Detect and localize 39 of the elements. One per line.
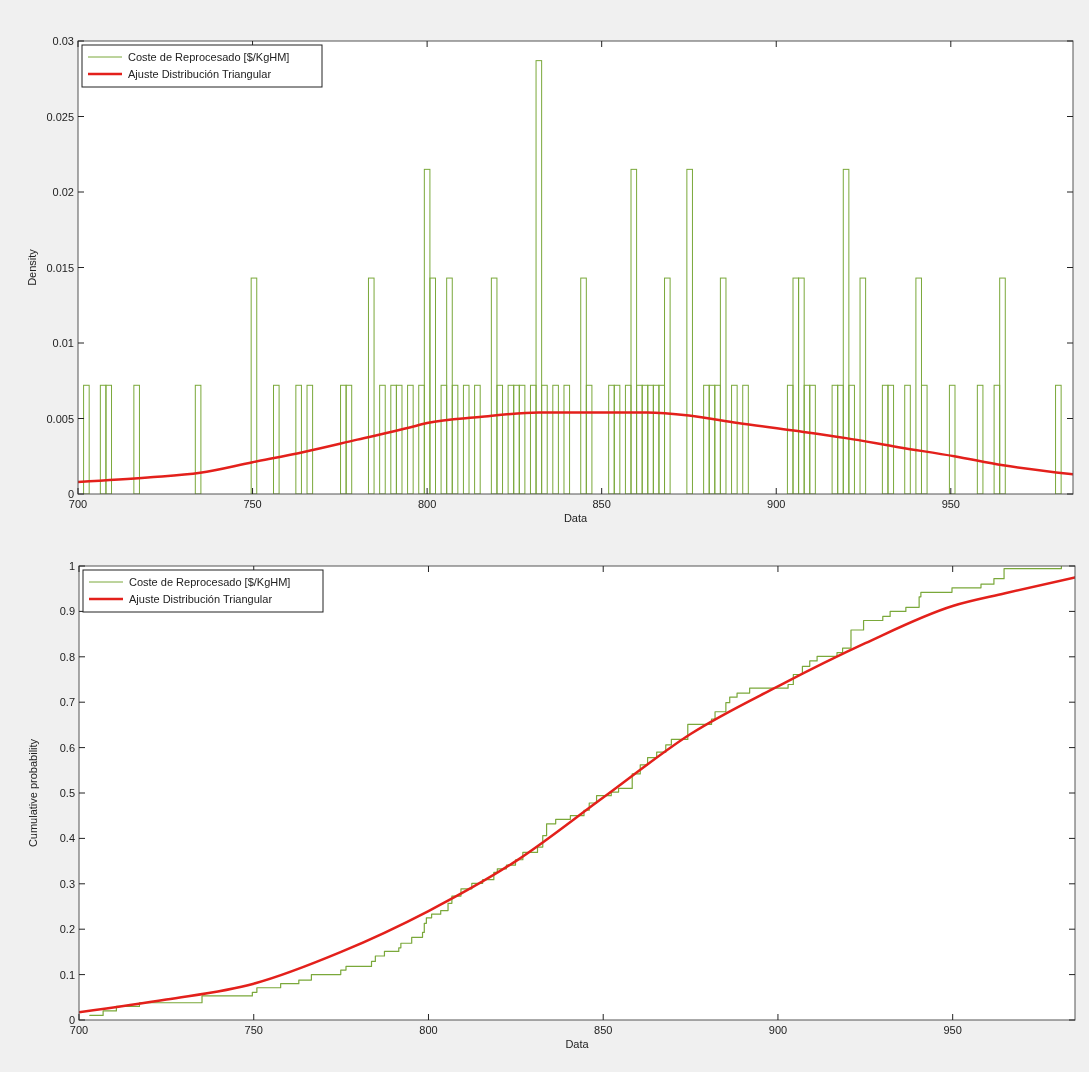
y-tick-label: 0.03: [52, 35, 74, 47]
x-tick-label: 850: [592, 498, 611, 510]
x-tick-label: 950: [943, 1024, 962, 1036]
y-tick-label: 1: [68, 560, 75, 572]
y-tick-label: 0.4: [59, 832, 75, 845]
x-tick-label: 800: [419, 1024, 438, 1036]
y-tick-label: 0: [67, 488, 74, 500]
y-axis-title: Density: [26, 248, 38, 286]
y-tick-label: 0.01: [52, 337, 74, 349]
y-tick-label: 0.5: [59, 787, 75, 799]
x-tick-label: 850: [594, 1024, 613, 1036]
y-tick-label: 0.015: [46, 261, 74, 274]
legend-label: Ajuste Distribución Triangular: [128, 68, 272, 80]
y-tick-label: 0: [68, 1014, 75, 1026]
x-tick-label: 700: [69, 1024, 89, 1036]
legend-label: Coste de Reprocesado [$/KgHM]: [129, 576, 291, 588]
y-tick-label: 0.9: [59, 605, 75, 618]
y-tick-label: 0.3: [59, 877, 75, 890]
x-tick-label: 750: [244, 1024, 263, 1036]
x-tick-label: 700: [68, 498, 88, 510]
y-tick-label: 0.025: [46, 110, 74, 123]
y-tick-label: 0.005: [46, 412, 74, 425]
y-tick-label: 0.1: [59, 968, 75, 981]
x-tick-label: 950: [941, 498, 960, 510]
y-tick-label: 0.7: [59, 696, 75, 709]
line-series: [78, 411, 1073, 484]
legend-label: Ajuste Distribución Triangular: [129, 593, 273, 605]
x-tick-label: 750: [243, 498, 262, 510]
x-tick-label: 900: [767, 498, 786, 510]
x-tick-label: 800: [417, 498, 437, 510]
x-tick-label: 900: [768, 1024, 788, 1036]
legend-label: Coste de Reprocesado [$/KgHM]: [128, 51, 290, 63]
y-tick-label: 0.02: [52, 186, 74, 198]
y-axis-title: Cumulative probability: [27, 738, 39, 848]
y-tick-label: 0.6: [59, 741, 75, 754]
x-axis-title: Data: [565, 1038, 590, 1050]
y-tick-label: 0.2: [59, 923, 75, 936]
x-axis-title: Data: [563, 512, 588, 524]
y-tick-label: 0.8: [59, 650, 75, 663]
